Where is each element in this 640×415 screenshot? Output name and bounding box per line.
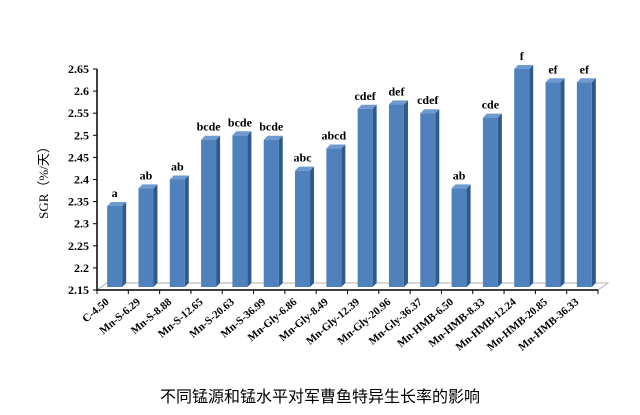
bar-side: [403, 100, 408, 287]
bar-top: [107, 202, 127, 207]
data-label: abc: [294, 151, 313, 165]
y-tick-label: 2.45: [68, 150, 89, 164]
y-tick-label: 2.5: [74, 128, 89, 142]
data-label: ab: [140, 168, 153, 182]
bar-top: [420, 109, 440, 114]
bar-side: [341, 144, 346, 287]
bar-side: [216, 135, 221, 287]
bar-side: [497, 113, 502, 288]
bar-top: [388, 100, 408, 105]
bar: [295, 170, 311, 287]
y-tick-label: 2.55: [68, 106, 89, 120]
bar-side: [560, 78, 565, 287]
bar-top: [514, 65, 534, 69]
data-label: bcde: [259, 120, 284, 134]
data-label: def: [388, 84, 405, 98]
y-axis-label: SGR（%/天）: [36, 140, 51, 219]
data-label: abcd: [322, 129, 347, 143]
bar: [545, 82, 561, 287]
chart-title: 不同锰源和锰水平对军曹鱼特异生长率的影响: [159, 387, 480, 406]
bar-top: [576, 78, 596, 83]
data-label: ef: [548, 62, 558, 76]
bar: [201, 139, 217, 287]
data-label: cdef: [354, 89, 376, 103]
data-label: bcde: [197, 120, 222, 134]
bar-side: [529, 65, 534, 287]
bar-side: [591, 78, 596, 287]
data-label: cde: [482, 98, 500, 112]
bar-top: [263, 135, 283, 140]
y-tick-label: 2.4: [74, 173, 89, 187]
data-label: ab: [453, 168, 466, 182]
bar-top: [482, 113, 502, 118]
y-tick-label: 2.6: [74, 84, 89, 98]
bar: [482, 117, 498, 288]
bar: [388, 104, 404, 287]
bar-top: [451, 184, 471, 189]
y-tick-label: 2.35: [68, 195, 89, 209]
bar-side: [122, 202, 127, 287]
bar-side: [435, 109, 440, 287]
y-tick-label: 2.65: [68, 62, 89, 76]
data-label: bcde: [228, 115, 253, 129]
data-label: ef: [580, 62, 590, 76]
y-tick-label: 2.3: [74, 217, 89, 231]
bar-top: [169, 175, 189, 180]
bar: [451, 188, 467, 287]
data-label: f: [520, 49, 525, 63]
bar-top: [545, 78, 565, 83]
bar-top: [326, 144, 346, 149]
data-label: a: [112, 186, 118, 200]
bar: [138, 188, 154, 287]
bar-top: [201, 135, 221, 140]
bar-side: [184, 175, 189, 287]
bar-top: [295, 166, 315, 171]
bar: [263, 139, 279, 287]
bar-top: [232, 131, 252, 136]
bar: [107, 206, 123, 287]
bar-side: [247, 131, 252, 287]
bar: [576, 82, 592, 287]
bar: [357, 108, 373, 287]
bar-side: [466, 184, 471, 287]
data-label: ab: [171, 160, 184, 174]
y-tick-label: 2.15: [68, 283, 89, 297]
bar-side: [278, 135, 283, 287]
y-tick-label: 2.2: [74, 261, 89, 275]
bar-side: [310, 166, 315, 287]
bar: [420, 113, 436, 287]
bar-side: [372, 104, 377, 287]
bar-side: [153, 184, 158, 287]
bar-top: [357, 104, 377, 109]
bar: [232, 135, 248, 287]
bar: [326, 148, 342, 287]
data-label: cdef: [417, 93, 439, 107]
y-tick-label: 2.25: [68, 239, 89, 253]
bar: [514, 69, 530, 287]
bar: [169, 179, 185, 287]
bar-top: [138, 184, 158, 189]
